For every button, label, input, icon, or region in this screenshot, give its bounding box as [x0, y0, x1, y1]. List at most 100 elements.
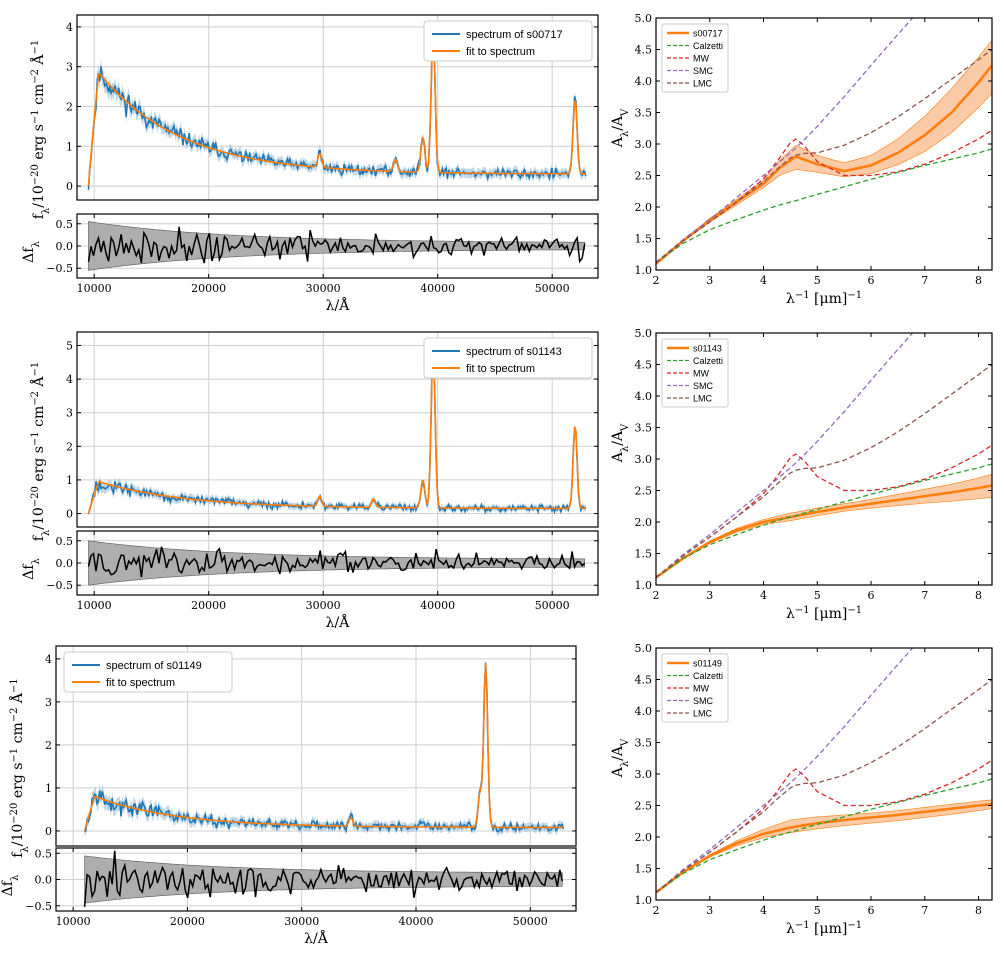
- legend-label: MW: [693, 369, 709, 379]
- y-tick-label: 4.0: [635, 390, 653, 403]
- x-tick-label: 5: [814, 589, 821, 602]
- axis-label-part: V: [620, 108, 631, 117]
- y-tick-label: 3.5: [635, 107, 653, 120]
- y-tick-label: 4.5: [635, 674, 653, 687]
- axis-label-part: A: [610, 451, 626, 463]
- y-axis-label: Δfλ: [0, 874, 21, 896]
- x-tick-label: 2: [653, 589, 660, 602]
- y-tick-label: 0: [66, 508, 73, 521]
- legend-label-fit: fit to spectrum: [466, 46, 535, 58]
- axis-label-part: /A: [610, 115, 626, 131]
- legend: s00717 Calzetti MW SMC LMC: [661, 23, 729, 93]
- x-tick-label: 20000: [170, 915, 205, 928]
- y-tick-label: 4.5: [635, 44, 653, 57]
- legend-box: [661, 23, 729, 93]
- spectrum-error-band: [88, 25, 586, 194]
- legend-label: MW: [693, 54, 709, 64]
- extinction-plot-area: [656, 648, 992, 894]
- axis-label-part: f: [31, 212, 47, 219]
- legend: spectrum of s01143 fit to spectrum: [423, 337, 593, 379]
- y-tick-label: 1.0: [635, 579, 653, 592]
- legend-box: [661, 338, 729, 408]
- axis-label-part: −1: [847, 920, 862, 931]
- axis-label-part: V: [620, 738, 631, 747]
- y-tick-label: −0.5: [46, 262, 73, 275]
- axis-label-part: −1: [30, 362, 41, 377]
- y-tick-label: 3.0: [635, 768, 653, 781]
- axis-label-part: λ/Å: [326, 296, 351, 314]
- axis-label-part: cm: [31, 406, 47, 432]
- residual-line: [87, 546, 586, 578]
- y-tick-label: 4: [66, 21, 73, 34]
- axis-label-part: λ: [20, 846, 31, 853]
- reference-curve-mw: [656, 129, 992, 263]
- axis-label-part: /A: [610, 430, 626, 446]
- axis-label-part: −1: [9, 678, 20, 693]
- residual-plot-area: [83, 850, 564, 907]
- x-tick-label: 50000: [513, 915, 548, 928]
- axis-label-part: [μm]: [810, 291, 848, 307]
- fit-uncertainty-band: [656, 473, 992, 578]
- y-tick-label: 0.5: [35, 847, 53, 860]
- axis-label-part: /A: [610, 745, 626, 761]
- y-tick-label: 0.0: [56, 240, 74, 253]
- y-tick-label: 4: [45, 653, 52, 666]
- y-tick-label: −0.5: [46, 579, 73, 592]
- axis-label-part: −2: [9, 708, 20, 723]
- axis-label-part: λ/Å: [304, 929, 329, 947]
- axis-label-part: A: [610, 766, 626, 778]
- axis-label-part: A: [610, 136, 626, 148]
- axis-label-part: λ: [786, 606, 795, 622]
- axis-label-part: erg s: [31, 446, 47, 486]
- x-tick-label: 40000: [399, 915, 434, 928]
- legend-label: LMC: [693, 394, 713, 404]
- axis-label-part: λ: [31, 558, 42, 565]
- axis-label-part: λ: [10, 874, 21, 881]
- y-tick-label: 3: [66, 407, 73, 420]
- legend-label-spectrum: spectrum of s01143: [466, 346, 562, 358]
- y-tick-label: 4.0: [635, 705, 653, 718]
- y-tick-label: 1: [66, 140, 73, 153]
- axis-label-part: erg s: [10, 763, 26, 803]
- legend-label-spectrum: spectrum of s00717: [466, 29, 563, 41]
- reference-curve-mw: [656, 759, 992, 893]
- y-tick-label: 2.5: [635, 170, 653, 183]
- y-tick-label: 5.0: [635, 12, 653, 25]
- x-tick-label: 4: [760, 589, 767, 602]
- axis-label-part: f: [31, 534, 47, 541]
- y-tick-label: 3: [45, 696, 52, 709]
- y-axis-label: Aλ/AV: [610, 108, 631, 148]
- y-tick-label: 0: [66, 180, 73, 193]
- axis-label-part: −1: [9, 748, 20, 763]
- axis-label-part: λ: [620, 760, 631, 767]
- axis-label-part: −20: [30, 164, 41, 185]
- axis-label-part: Δf: [21, 246, 37, 263]
- axis-label-part: V: [620, 423, 631, 432]
- axis-label-part: λ: [786, 921, 795, 937]
- legend-label: Calzetti: [693, 41, 723, 51]
- residual-line: [87, 226, 586, 264]
- x-axis-label: λ−1 [μm]−1: [786, 920, 862, 938]
- y-tick-label: 4.5: [635, 359, 653, 372]
- x-tick-label: 4: [760, 274, 767, 287]
- y-tick-label: 1.0: [635, 894, 653, 907]
- y-axis-label: Aλ/AV: [610, 423, 631, 463]
- axis-label-part: −2: [30, 391, 41, 406]
- y-axis-label: Δfλ: [21, 241, 42, 263]
- y-tick-label: −0.5: [25, 900, 52, 913]
- x-tick-label: 7: [921, 274, 928, 287]
- axis-label-part: cm: [31, 84, 47, 110]
- legend-label-fit: fit to spectrum: [466, 363, 535, 375]
- axis-label-part: λ: [41, 529, 52, 536]
- x-tick-label: 8: [975, 904, 982, 917]
- y-axis-label: Aλ/AV: [610, 738, 631, 778]
- y-tick-label: 1.5: [635, 548, 653, 561]
- fit-curve: [656, 484, 992, 579]
- legend-label: SMC: [693, 696, 714, 706]
- axis-label-part: Å: [29, 376, 47, 391]
- axis-label-part: −20: [30, 486, 41, 507]
- fit-curve: [656, 64, 992, 265]
- legend: spectrum of s01149 fit to spectrum: [63, 651, 233, 693]
- extinction-panel-2: 1.01.52.02.53.03.54.04.55.02 3 4 5 6 7 8Aλ/AVλ…: [610, 642, 993, 938]
- y-tick-label: 2.5: [635, 485, 653, 498]
